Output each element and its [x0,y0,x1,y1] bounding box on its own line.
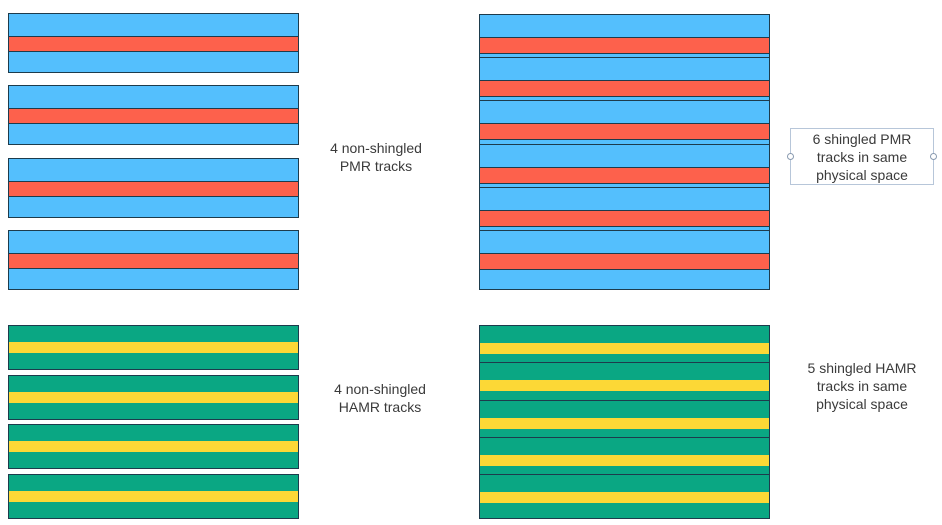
hamr-track-core [9,491,298,502]
label-line: tracks in same [816,149,908,165]
hamr-shingled-track [479,362,770,407]
resize-handle-right[interactable] [930,153,937,160]
label-line: PMR tracks [339,158,413,174]
pmr-shingled-track-core [480,210,769,227]
pmr-track-core [9,181,298,197]
pmr-shingled-track-core [480,80,769,97]
pmr-track-core [9,253,298,269]
pmr-shingled-track-core [480,167,769,184]
pmr-track [8,85,299,145]
hamr-track [8,474,299,519]
label-line: physical space [816,396,908,412]
hamr-shingled-track-core [480,380,769,391]
hamr-shingled-track [479,474,770,519]
pmr-track [8,230,299,290]
hamr-track [8,375,299,420]
label-line: physical space [816,167,908,183]
resize-handle-left[interactable] [787,153,794,160]
pmr-track-core [9,108,298,124]
label-line: 4 non-shingled [330,140,422,156]
pmr-shingled-track-core [480,123,769,140]
hamr-shingled-track-core [480,492,769,503]
label-line: HAMR tracks [338,399,422,415]
pmr-track-core [9,36,298,52]
selected-text-box[interactable] [787,128,937,185]
pmr-shingled-track [479,230,770,290]
label-hamr-nonshingled: 4 non-shingled HAMR tracks [310,380,450,416]
hamr-track-core [9,392,298,403]
pmr-shingled-track-core [480,37,769,54]
hamr-track [8,424,299,469]
label-line: 4 non-shingled [334,381,426,397]
label-pmr-nonshingled: 4 non-shingled PMR tracks [306,139,446,175]
hamr-shingled-track-core [480,418,769,429]
label-pmr-shingled[interactable]: 6 shingled PMR tracks in same physical s… [790,130,934,184]
pmr-shingled-track-core [480,253,769,270]
pmr-track [8,158,299,218]
label-line: 6 shingled PMR [812,131,912,147]
pmr-track [8,13,299,73]
hamr-track [8,325,299,370]
label-line: 5 shingled HAMR [807,360,917,376]
hamr-shingled-track-core [480,343,769,354]
label-hamr-shingled: 5 shingled HAMR tracks in same physical … [790,359,934,413]
hamr-track-core [9,441,298,452]
hamr-shingled-track-core [480,455,769,466]
label-line: tracks in same [816,378,908,394]
hamr-track-core [9,342,298,353]
